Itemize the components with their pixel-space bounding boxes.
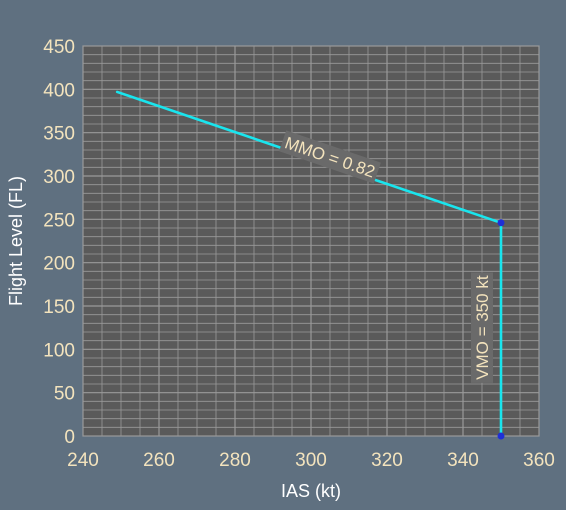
y-tick-label: 400 [43,80,75,101]
annotation-label: VMO = 350 kt [471,272,493,383]
x-tick-label: 320 [371,450,403,471]
y-tick-label: 350 [43,124,75,145]
x-tick-label: 240 [67,450,99,471]
y-tick-label: 50 [54,384,75,405]
plot-frame [82,45,540,437]
markers-group [497,219,505,440]
y-tick-label: 150 [43,297,75,318]
y-tick-label: 100 [43,340,75,361]
major-grid [83,46,539,436]
x-tick-label: 340 [447,450,479,471]
x-tick-label: 260 [143,450,175,471]
y-tick-label: 200 [43,254,75,275]
data-point-marker [497,432,505,440]
annotation-label-text: VMO = 350 kt [473,275,492,380]
y-axis-title: Flight Level (FL) [6,176,26,306]
x-tick-label: 300 [295,450,327,471]
x-tick-label: 360 [523,450,555,471]
x-tick-label: 280 [219,450,251,471]
y-tick-label: 450 [43,37,75,58]
data-point-marker [497,219,505,227]
y-tick-label: 250 [43,210,75,231]
annotation-label-box [279,130,381,184]
annotation-label-box [471,272,493,383]
y-tick-label: 300 [43,167,75,188]
x-axis-ticks: 240 260 280 300 320 340 360 [67,450,555,471]
y-axis-ticks: 0 50 100 150 200 250 300 350 400 450 [43,37,75,448]
x-axis-title: IAS (kt) [281,481,341,501]
y-tick-label: 0 [64,427,75,448]
